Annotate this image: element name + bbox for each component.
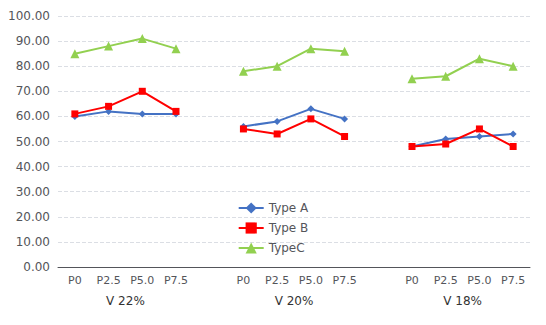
svg-text:P7.5: P7.5 [501,274,525,287]
svg-text:80.00: 80.00 [16,59,50,73]
svg-text:P5.0: P5.0 [299,274,323,287]
svg-text:V 18%: V 18% [443,294,482,308]
svg-text:60.00: 60.00 [16,109,50,123]
svg-text:V 22%: V 22% [106,294,145,308]
svg-text:20.00: 20.00 [16,210,50,224]
svg-text:90.00: 90.00 [16,34,50,48]
svg-text:P0: P0 [237,274,251,287]
svg-text:P0: P0 [405,274,419,287]
svg-text:100.00: 100.00 [8,9,50,23]
svg-text:30.00: 30.00 [16,185,50,199]
svg-text:P2.5: P2.5 [97,274,121,287]
svg-text:70.00: 70.00 [16,84,50,98]
svg-text:P0: P0 [68,274,82,287]
svg-text:V 20%: V 20% [275,294,314,308]
svg-text:40.00: 40.00 [16,160,50,174]
svg-text:Type A: Type A [268,201,309,215]
svg-text:P7.5: P7.5 [164,274,188,287]
svg-text:Type B: Type B [268,221,309,235]
svg-text:10.00: 10.00 [16,235,50,249]
svg-text:TypeC: TypeC [268,241,305,255]
svg-text:P5.0: P5.0 [130,274,154,287]
svg-text:50.00: 50.00 [16,135,50,149]
svg-text:P2.5: P2.5 [434,274,458,287]
svg-text:0.00: 0.00 [23,260,50,274]
svg-text:P2.5: P2.5 [265,274,289,287]
svg-text:P5.0: P5.0 [467,274,491,287]
svg-text:P7.5: P7.5 [333,274,357,287]
